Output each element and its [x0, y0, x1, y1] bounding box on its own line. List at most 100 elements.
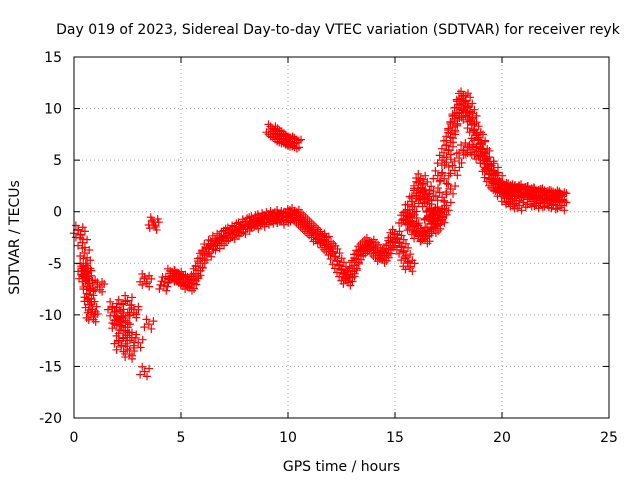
y-tick-label: -10	[39, 308, 62, 324]
data-point-marker	[414, 184, 423, 193]
data-point-marker	[446, 119, 455, 128]
x-tick-label: 20	[493, 430, 511, 446]
data-point-marker	[87, 271, 96, 280]
data-point-marker	[451, 182, 460, 191]
y-tick-label: 5	[53, 153, 62, 169]
data-point-marker	[433, 171, 442, 180]
data-point-marker	[200, 250, 209, 259]
data-point-marker	[457, 141, 466, 150]
data-point-marker	[79, 284, 88, 293]
data-point-marker	[467, 150, 476, 159]
data-point-marker	[159, 281, 168, 290]
data-point-marker	[553, 204, 562, 213]
data-point-marker	[510, 204, 519, 213]
data-point-marker	[388, 225, 397, 234]
data-point-marker	[465, 141, 474, 150]
x-tick-label: 10	[279, 430, 297, 446]
data-point-marker	[489, 166, 498, 175]
data-point-marker	[429, 187, 438, 196]
data-point-marker	[499, 184, 508, 193]
data-point-marker	[452, 103, 461, 112]
data-point-marker	[525, 192, 534, 201]
data-point-marker	[463, 103, 472, 112]
data-point-marker	[446, 150, 455, 159]
data-point-marker	[273, 218, 282, 227]
data-point-marker	[129, 341, 138, 350]
data-point-marker	[421, 171, 430, 180]
data-point-marker	[455, 163, 464, 172]
data-point-marker	[98, 287, 107, 296]
data-point-marker	[352, 266, 361, 275]
x-tick-label: 5	[177, 430, 186, 446]
data-markers	[69, 87, 571, 381]
data-point-marker	[152, 225, 161, 234]
data-point-marker	[433, 159, 442, 168]
data-point-marker	[86, 256, 95, 265]
y-tick-label: -20	[39, 411, 62, 427]
data-point-marker	[540, 202, 549, 211]
data-point-marker	[514, 188, 523, 197]
data-point-marker	[112, 303, 121, 312]
data-point-marker	[297, 135, 306, 144]
data-point-marker	[136, 370, 145, 379]
data-point-marker	[438, 215, 447, 224]
data-point-marker	[446, 169, 455, 178]
data-point-marker	[207, 252, 216, 261]
data-point-marker	[106, 297, 115, 306]
data-point-marker	[333, 244, 342, 253]
data-point-marker	[457, 101, 466, 110]
data-point-marker	[150, 221, 159, 230]
data-point-marker	[377, 251, 386, 260]
plot-frame	[73, 56, 610, 419]
data-point-marker	[436, 176, 445, 185]
data-point-marker	[170, 265, 179, 274]
data-point-marker	[140, 273, 149, 282]
data-point-marker	[502, 178, 511, 187]
data-point-marker	[134, 338, 143, 347]
data-point-marker	[433, 206, 442, 215]
data-point-marker	[350, 254, 359, 263]
data-point-marker	[74, 225, 83, 234]
data-point-marker	[116, 307, 125, 316]
data-point-marker	[555, 196, 564, 205]
data-point-marker	[241, 230, 250, 239]
data-point-marker	[544, 203, 553, 212]
data-point-marker	[439, 136, 448, 145]
data-point-marker	[410, 186, 418, 195]
data-point-marker	[91, 286, 100, 295]
data-point-marker	[110, 339, 119, 348]
data-point-marker	[514, 201, 523, 210]
data-point-marker	[230, 235, 239, 244]
data-point-marker	[155, 284, 164, 293]
data-point-marker	[431, 191, 440, 200]
data-point-marker	[410, 202, 419, 211]
data-point-marker	[307, 233, 316, 242]
data-point-marker	[345, 264, 354, 273]
data-point-marker	[294, 143, 303, 152]
data-point-marker	[405, 262, 414, 271]
data-point-marker	[416, 195, 425, 204]
data-point-marker	[551, 193, 560, 202]
data-point-marker	[71, 221, 80, 230]
data-point-marker	[474, 135, 483, 144]
data-point-marker	[466, 93, 475, 102]
data-point-marker	[529, 194, 538, 203]
data-point-marker	[157, 277, 166, 286]
data-point-marker	[397, 218, 406, 227]
data-point-marker	[421, 223, 430, 232]
data-point-marker	[138, 362, 147, 371]
data-point-marker	[476, 128, 485, 137]
data-point-marker	[517, 206, 526, 215]
data-point-marker	[444, 146, 453, 155]
data-point-marker	[213, 239, 222, 248]
data-point-marker	[309, 225, 318, 234]
data-point-marker	[434, 184, 443, 193]
data-point-marker	[450, 166, 459, 175]
data-point-marker	[407, 230, 416, 239]
data-point-marker	[357, 255, 366, 264]
data-point-marker	[442, 201, 451, 210]
data-point-marker	[128, 293, 136, 302]
data-point-marker	[442, 188, 451, 197]
data-point-marker	[403, 200, 412, 209]
data-point-marker	[423, 177, 432, 186]
